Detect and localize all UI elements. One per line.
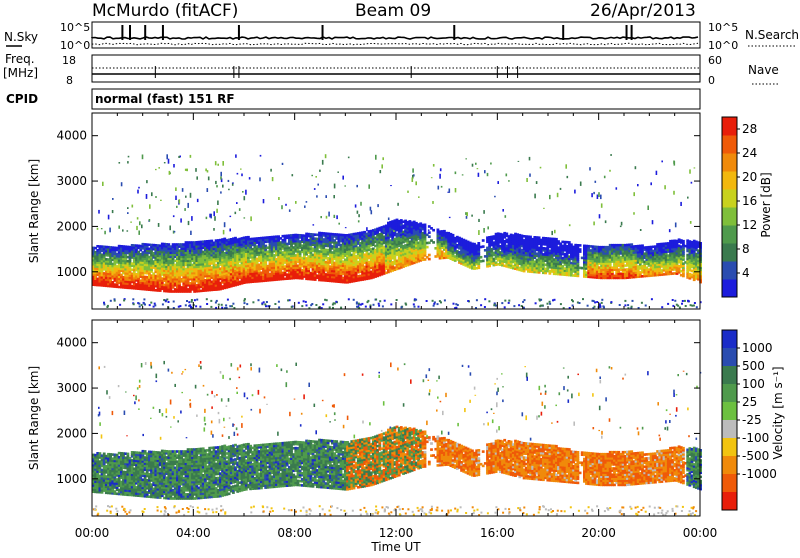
- freq-panel: Freq. [MHz] 18 8 60 0 Nave: [3, 52, 780, 87]
- echo-cell: [579, 244, 582, 247]
- echo-cell: [477, 242, 480, 245]
- noise-tick-high-right: 10^5: [708, 21, 738, 34]
- echo-cell: [480, 256, 483, 259]
- echo-cell: [568, 241, 571, 244]
- echo-cell: [482, 260, 485, 263]
- noise-tick-high-left: 10^5: [60, 21, 90, 34]
- echo-cell: [424, 224, 427, 227]
- echo-cell: [432, 241, 435, 244]
- nave-label: Nave: [748, 63, 779, 77]
- nsearch-trace: [92, 43, 698, 44]
- cpid-label: CPID: [6, 92, 38, 106]
- freq-label-line1: Freq.: [5, 52, 35, 66]
- echo-cell: [428, 254, 431, 257]
- noise-tick-low-right: 10^0: [708, 39, 738, 52]
- nsky-trace: [92, 37, 698, 39]
- echo-cell: [432, 229, 435, 232]
- cpid-value: normal (fast) 151 RF: [95, 92, 235, 106]
- freq-traces: [92, 66, 700, 78]
- echo-cell: [505, 233, 508, 236]
- echo-cell: [428, 231, 431, 234]
- echo-cell: [452, 234, 455, 237]
- nsky-label: N.Sky: [4, 30, 38, 44]
- date-title: 26/Apr/2013: [590, 1, 696, 21]
- power-heatmap: [92, 154, 702, 309]
- echo-cell: [555, 238, 558, 241]
- echo-cell: [426, 246, 429, 249]
- freq-tick-high: 18: [62, 54, 76, 67]
- noise-traces: [92, 25, 698, 45]
- nsearch-label: N.Search: [745, 28, 799, 42]
- noise-panel: N.Sky 10^5 10^0 10^5 10^0 N.Search: [4, 21, 799, 52]
- freq-label-line2: [MHz]: [3, 66, 38, 80]
- echo-cell: [428, 235, 431, 238]
- echo-cell: [579, 248, 582, 251]
- nave-tick-low: 0: [708, 74, 715, 87]
- beam-title: Beam 09: [355, 1, 431, 21]
- echo-cell: [428, 258, 431, 261]
- echo-cell: [482, 245, 485, 248]
- echo-cell: [482, 239, 485, 242]
- noise-tick-low-left: 10^0: [60, 39, 90, 52]
- echo-cell: [529, 236, 532, 239]
- station-title: McMurdo (fitACF): [92, 1, 238, 21]
- nave-tick-high: 60: [708, 54, 722, 67]
- freq-tick-low: 8: [66, 74, 73, 87]
